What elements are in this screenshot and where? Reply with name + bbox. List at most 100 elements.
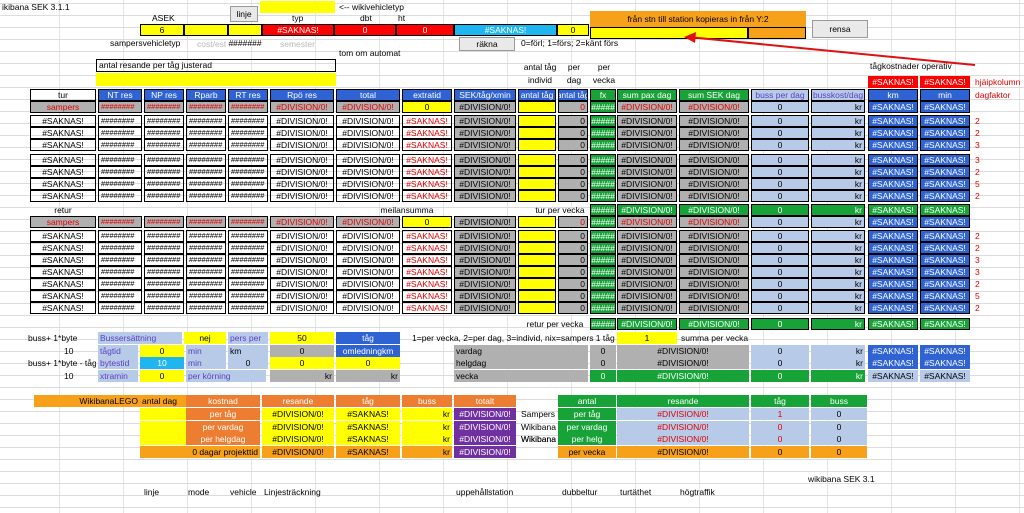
table-cell[interactable] — [518, 190, 556, 202]
table-cell: #DIVISION/0! — [617, 278, 677, 290]
table-cell[interactable] — [518, 290, 556, 302]
table-cell: #DIVISION/0! — [336, 302, 400, 314]
retur-hjalp-value-2: 3 — [975, 254, 980, 265]
fifty-value[interactable]: 50 — [270, 332, 334, 344]
table-cell: 0 — [751, 278, 809, 290]
table-cell[interactable]: 0 — [402, 216, 452, 228]
table-cell[interactable] — [518, 302, 556, 314]
table-cell[interactable] — [518, 139, 556, 151]
lego-buss2-2: 0 — [811, 433, 867, 445]
table-cell: 0 — [558, 216, 588, 228]
table-cell[interactable]: #SAKNAS! — [402, 266, 452, 278]
linje-button[interactable]: linje — [230, 6, 258, 22]
bytestid-value[interactable]: 10 — [140, 357, 184, 369]
retur-hjalp-value-6: 2 — [975, 302, 980, 313]
table-cell: ######## — [98, 266, 142, 278]
table-cell[interactable]: #SAKNAS! — [402, 178, 452, 190]
table-cell[interactable]: #SAKNAS! — [402, 166, 452, 178]
table-cell: 0 — [558, 230, 588, 242]
table-cell: ######## — [98, 216, 142, 228]
table-cell: ######## — [144, 115, 184, 127]
table-cell: #DIVISION/0! — [454, 302, 516, 314]
table-cell: 0 — [558, 115, 588, 127]
table-cell[interactable]: #SAKNAS! — [402, 115, 452, 127]
vecka-div: #DIVISION/0! — [617, 370, 749, 382]
table-cell[interactable] — [518, 115, 556, 127]
grey-note: cost/est := — [197, 40, 236, 48]
table-cell: #DIVISION/0! — [617, 254, 677, 266]
table-cell[interactable] — [518, 101, 556, 113]
table-cell[interactable]: #SAKNAS! — [402, 190, 452, 202]
rakna-button[interactable]: räkna — [459, 37, 515, 51]
table-cell: ######## — [98, 166, 142, 178]
xtramin-value[interactable]: 0 — [140, 370, 184, 382]
table-cell[interactable]: #SAKNAS! — [402, 230, 452, 242]
lego-antal-0[interactable] — [140, 408, 186, 420]
table-cell[interactable]: #SAKNAS! — [402, 254, 452, 266]
table-cell[interactable]: #SAKNAS! — [402, 127, 452, 139]
table-cell[interactable] — [518, 230, 556, 242]
table-cell[interactable]: #SAKNAS! — [402, 278, 452, 290]
footer-label-1: mode — [188, 486, 210, 497]
rensa-button[interactable]: rensa — [812, 20, 868, 38]
table-cell[interactable] — [518, 178, 556, 190]
table-cell: ######## — [98, 242, 142, 254]
table-cell[interactable] — [518, 278, 556, 290]
omled-value[interactable]: 0 — [336, 357, 400, 369]
table-cell[interactable]: #SAKNAS! — [402, 302, 452, 314]
table-cell: 0 — [558, 190, 588, 202]
lego-row2-label-2: per helg — [558, 433, 616, 445]
table-cell[interactable]: 0 — [402, 101, 452, 113]
nej-value[interactable]: nej — [184, 332, 226, 344]
to-station-input[interactable] — [748, 27, 806, 39]
table-cell: #SAKNAS! — [920, 254, 970, 266]
asek-value[interactable]: 6 — [140, 24, 184, 36]
vehicle-type-input[interactable] — [260, 1, 335, 13]
table-cell[interactable]: #SAKNAS! — [402, 154, 452, 166]
min-label: min — [186, 345, 226, 357]
table-cell[interactable] — [518, 154, 556, 166]
table-cell[interactable] — [518, 127, 556, 139]
antal-resande-input[interactable] — [96, 73, 336, 86]
table-cell[interactable] — [518, 166, 556, 178]
table-cell[interactable]: #SAKNAS! — [402, 139, 452, 151]
table-cell: #DIVISION/0! — [336, 139, 400, 151]
asek-cell-3[interactable] — [228, 24, 262, 36]
table-cell: ######## — [144, 127, 184, 139]
table-cell: ######## — [228, 266, 268, 278]
table-cell[interactable] — [518, 242, 556, 254]
lego-antal-2[interactable] — [140, 433, 186, 445]
one-value[interactable]: 1 — [617, 332, 677, 344]
table-cell: ##### — [590, 216, 616, 228]
bytestid-yellow[interactable]: 0 — [270, 357, 334, 369]
table-cell: ######## — [186, 302, 226, 314]
km-value: 0 — [270, 345, 334, 357]
table-cell: 0 — [751, 178, 809, 190]
table-cell[interactable]: #SAKNAS! — [402, 290, 452, 302]
rpv-min: #SAKNAS! — [920, 318, 970, 330]
from-station-input[interactable] — [590, 27, 748, 39]
table-cell: ##### — [590, 178, 616, 190]
flag-value[interactable]: 0 — [557, 24, 589, 36]
table-cell: #DIVISION/0! — [454, 115, 516, 127]
table-cell: 0 — [558, 166, 588, 178]
lego-antal-1[interactable] — [140, 421, 186, 433]
table-cell[interactable] — [518, 266, 556, 278]
table-cell[interactable] — [518, 216, 556, 228]
hdr-per: per — [567, 62, 581, 72]
vecka-kr: kr — [811, 370, 865, 382]
tagkost-saknas-1: #SAKNAS! — [868, 76, 918, 88]
table-cell: #DIVISION/0! — [679, 230, 749, 242]
table-cell[interactable]: #SAKNAS! — [402, 242, 452, 254]
asek-cell-2[interactable] — [184, 24, 228, 36]
table-cell: #DIVISION/0! — [454, 139, 516, 151]
tagtid-value[interactable]: 0 — [140, 345, 184, 357]
table-cell[interactable] — [518, 254, 556, 266]
vehicle-saknas: #SAKNAS! — [454, 24, 557, 36]
table-cell: ##### — [590, 154, 616, 166]
per-vecka-note: 1=per vecka, 2=per dag, 3=individ, nix=s… — [412, 332, 615, 343]
table-cell: ######## — [144, 216, 184, 228]
table-cell: kr — [811, 139, 865, 151]
lego-tag2-1: 0 — [751, 421, 809, 433]
